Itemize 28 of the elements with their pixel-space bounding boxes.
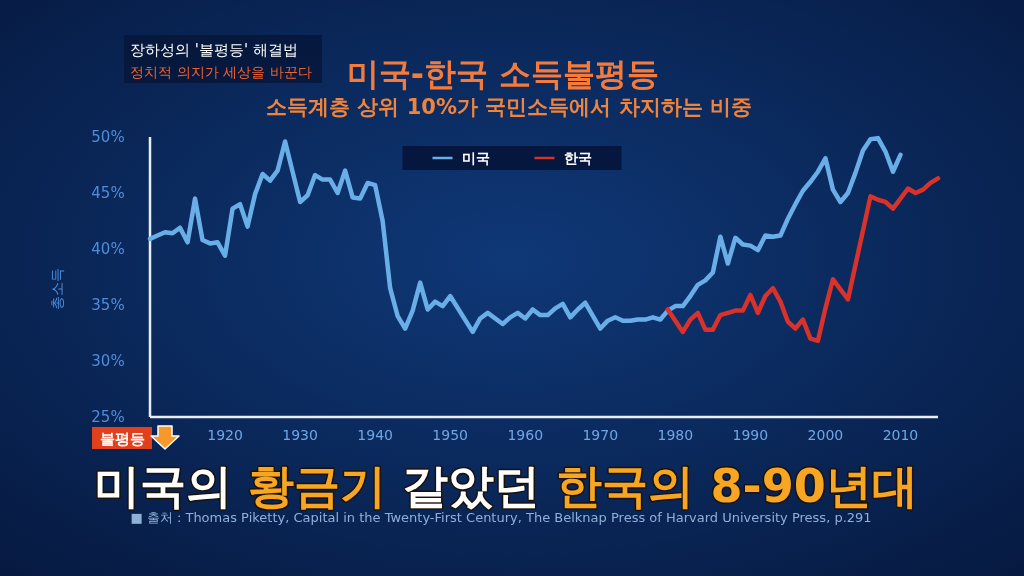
text: ■ 출처 : Thomas Piketty, Capital in the Twenty-First Century, The Belknap Press of Harvard University Press, p.291 (130, 510, 872, 525)
x-tick-label: 1940 (357, 427, 393, 443)
x-tick-label: 2000 (807, 427, 844, 443)
x-tick-label: 1980 (657, 427, 694, 443)
text: 정치적 의지가 세상을 바꾼다 (130, 64, 312, 80)
y-tick-label: 40% (91, 240, 125, 258)
line-series (147, 135, 903, 335)
chart-subtitle: 소득계층 상위 10%가 국민소득에서 차지하는 비중 (266, 95, 752, 119)
x-tick-label: 1950 (432, 427, 469, 443)
x-tick-label: 1930 (282, 427, 318, 443)
x-tick-label: 1990 (732, 427, 769, 443)
y-axis-title: 총소득 (49, 268, 65, 310)
chart-title: 미국-한국 소득불평등 (346, 55, 660, 93)
line-series (665, 176, 941, 344)
x-tick-label: 1960 (507, 427, 544, 443)
legend-label: 한국 (563, 150, 592, 166)
legend-label: 미국 (461, 150, 490, 166)
text: 불평등 (99, 430, 145, 448)
x-tick-label: 2010 (882, 427, 919, 443)
y-tick-label: 35% (91, 296, 125, 314)
text: 미국의 황금기 같았던 한국의 8-90년대 (94, 459, 918, 513)
y-tick-label: 25% (91, 408, 125, 426)
y-tick-label: 30% (91, 352, 125, 370)
y-tick-label: 50% (91, 128, 125, 146)
y-tick-label: 45% (91, 184, 125, 202)
x-tick-label: 1970 (582, 427, 619, 443)
x-tick-label: 1920 (207, 427, 243, 443)
text: 장하성의 '불평등' 해결법 (130, 41, 298, 59)
